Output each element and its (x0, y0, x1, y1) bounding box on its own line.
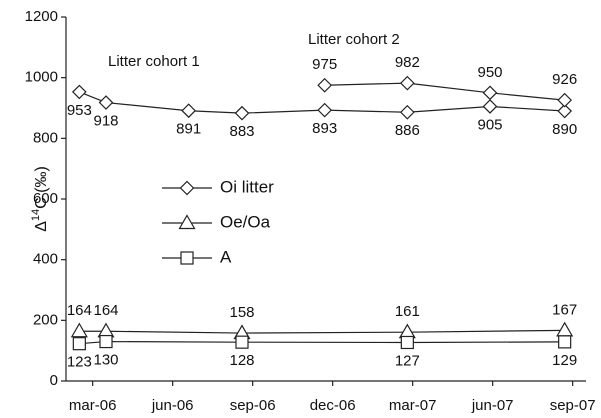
x-tick-label: sep-07 (550, 397, 596, 414)
y-tick-label: 1000 (25, 69, 58, 86)
marker (399, 75, 415, 91)
marker (557, 92, 573, 108)
marker (558, 335, 572, 349)
marker (235, 335, 249, 349)
data-label: 130 (93, 352, 118, 369)
x-tick-label: mar-07 (389, 397, 437, 414)
data-label: 918 (93, 113, 118, 130)
data-label: 926 (552, 71, 577, 88)
legend-label: Oe/Oa (220, 212, 271, 231)
marker (400, 335, 414, 350)
data-label: 953 (67, 102, 92, 119)
marker (72, 337, 86, 351)
data-label: 975 (312, 56, 337, 73)
data-label: 127 (395, 352, 420, 369)
marker (181, 103, 197, 119)
data-label: 167 (552, 301, 577, 318)
marker (556, 321, 574, 337)
x-tick-label: jun-06 (151, 397, 194, 414)
y-tick-label: 800 (33, 129, 58, 146)
annotation: Litter cohort 2 (308, 31, 400, 48)
series-line (79, 91, 565, 114)
marker (70, 322, 88, 338)
y-tick-label: 600 (33, 190, 58, 207)
data-label: 123 (67, 354, 92, 371)
legend-marker (179, 180, 195, 196)
data-label: 905 (477, 116, 502, 133)
data-label: 890 (552, 121, 577, 138)
y-label-part: Δ (33, 221, 50, 232)
legend-label: Oi litter (220, 177, 274, 196)
data-label: 129 (552, 352, 577, 369)
y-axis-label: Δ14C (‰) (30, 166, 50, 232)
series-line (79, 340, 565, 345)
x-tick-label: sep-06 (230, 397, 276, 414)
y-tick-label: 200 (33, 311, 58, 328)
marker (317, 77, 333, 93)
data-label: 164 (93, 302, 118, 319)
y-tick-label: 400 (33, 251, 58, 268)
marker (71, 84, 87, 100)
data-label: 164 (67, 302, 92, 319)
data-label: 883 (229, 123, 254, 140)
legend-marker (180, 251, 194, 265)
annotation: Litter cohort 1 (108, 53, 200, 70)
data-label: 982 (395, 54, 420, 71)
marker (99, 334, 113, 349)
y-tick-label: 0 (50, 372, 58, 389)
marker (482, 99, 498, 114)
x-tick-label: mar-06 (69, 397, 117, 414)
data-label: 891 (176, 121, 201, 138)
marker (399, 104, 415, 120)
marker (317, 102, 333, 118)
data-label: 950 (477, 64, 502, 81)
marker (97, 322, 115, 338)
y-label-part: C (‰) (33, 166, 50, 209)
y-tick-label: 1200 (25, 8, 58, 25)
marker (482, 85, 498, 101)
data-label: 128 (229, 352, 254, 369)
series-line (324, 82, 565, 101)
y-label-part: 14 (30, 209, 42, 221)
marker (398, 323, 416, 339)
marker (557, 103, 573, 119)
data-label: 886 (395, 122, 420, 139)
marker (234, 105, 250, 121)
legend-marker (178, 214, 196, 230)
x-tick-label: dec-06 (310, 397, 356, 414)
series-line (79, 329, 565, 334)
marker (98, 95, 114, 110)
data-label: 161 (395, 303, 420, 320)
data-label: 893 (312, 120, 337, 137)
x-tick-label: jun-07 (471, 397, 514, 414)
legend-label: A (220, 247, 232, 266)
data-label: 158 (229, 304, 254, 321)
